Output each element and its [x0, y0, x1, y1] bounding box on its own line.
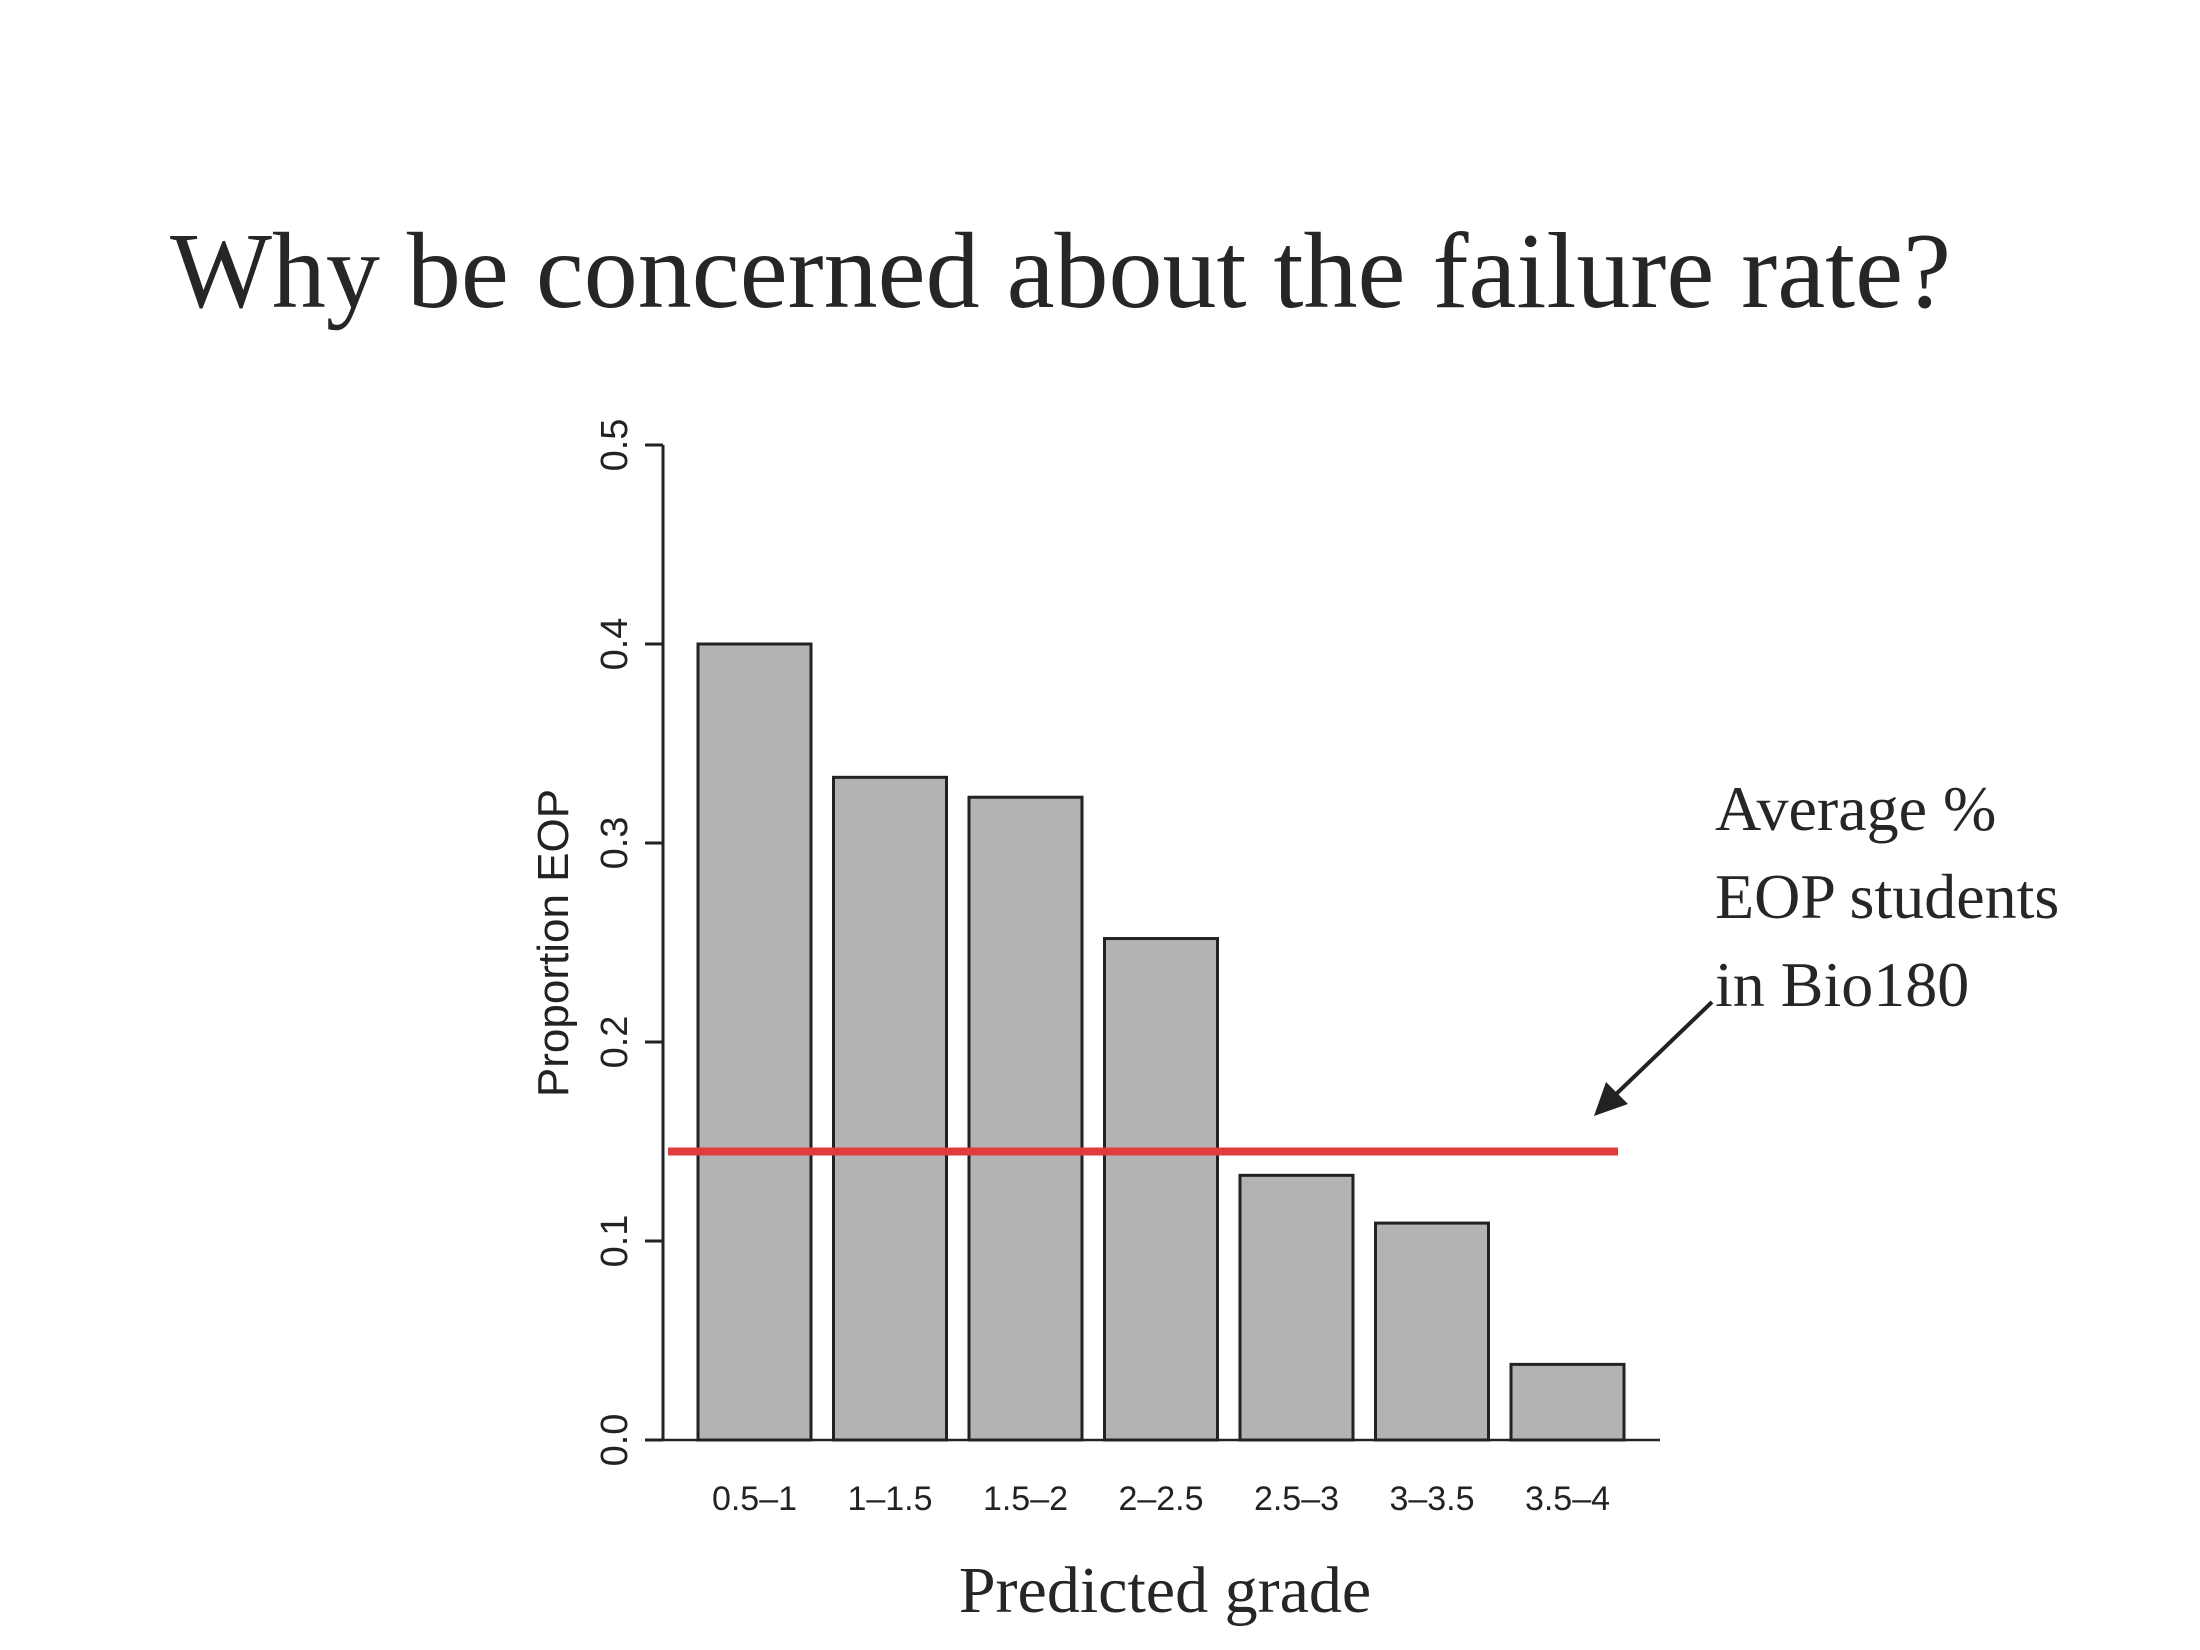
- bar-2: [832, 775, 948, 1442]
- bar-4: [1103, 937, 1219, 1442]
- x-tick-label-2: 1–1.5: [847, 1480, 932, 1518]
- bar-7: [1509, 1362, 1626, 1442]
- annotation-group: Average % EOP students in Bio180: [1594, 773, 2059, 1116]
- y-axis-label: Proportion EOP: [529, 789, 578, 1097]
- annotation-line-3: in Bio180: [1715, 949, 1969, 1020]
- x-axis-label: Predicted grade: [959, 1554, 1371, 1627]
- y-tick-label-4: 0.4: [594, 618, 636, 671]
- x-tick-label-1: 0.5–1: [712, 1480, 797, 1518]
- bar-5: [1238, 1173, 1355, 1442]
- y-tick-label-5: 0.5: [594, 419, 636, 472]
- bar-3: [967, 795, 1084, 1442]
- annotation-arrow-head: [1594, 1082, 1628, 1116]
- bars-group: [696, 642, 1626, 1442]
- annotation-line-2: EOP students: [1715, 861, 2059, 932]
- x-tick-label-6: 3–3.5: [1389, 1480, 1474, 1518]
- bar-6: [1374, 1221, 1490, 1442]
- axes-group: 0.5–1 1–1.5 1.5–2 2–2.5 2.5–3 3–3.5 3.5–4 0.0 0.…: [594, 419, 1660, 1518]
- y-tick-label-0: 0.0: [594, 1414, 636, 1467]
- axis-labels-group: Proportion EOP Predicted grade: [529, 789, 1371, 1627]
- y-tick-label-3: 0.3: [594, 817, 636, 870]
- x-tick-label-7: 3.5–4: [1525, 1480, 1610, 1518]
- annotation-arrow: [1610, 1000, 1714, 1100]
- y-tick-label-1: 0.1: [594, 1215, 636, 1268]
- y-tick-label-2: 0.2: [594, 1016, 636, 1069]
- x-tick-label-3: 1.5–2: [983, 1480, 1068, 1518]
- x-tick-label-5: 2.5–3: [1254, 1480, 1339, 1518]
- x-tick-label-4: 2–2.5: [1118, 1480, 1203, 1518]
- slide-title: Why be concerned about the failure rate?: [170, 212, 1952, 331]
- bar-1: [696, 642, 813, 1442]
- annotation-line-1: Average %: [1715, 773, 1996, 844]
